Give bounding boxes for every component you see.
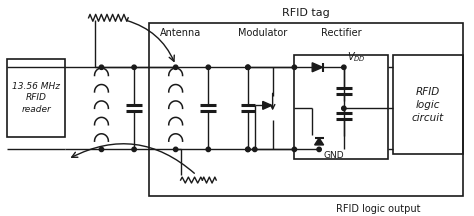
Circle shape	[292, 65, 297, 70]
Circle shape	[342, 65, 346, 70]
Text: Modulator: Modulator	[238, 28, 287, 38]
Circle shape	[246, 147, 250, 152]
Circle shape	[99, 147, 104, 152]
Circle shape	[246, 65, 250, 70]
Text: $V_{DD}$: $V_{DD}$	[347, 51, 365, 64]
Text: Rectifier: Rectifier	[321, 28, 362, 38]
Text: Antenna: Antenna	[160, 28, 201, 38]
Circle shape	[173, 147, 178, 152]
Circle shape	[246, 65, 250, 70]
Text: RFID
logic
circuit: RFID logic circuit	[412, 87, 444, 123]
Circle shape	[253, 147, 257, 152]
Circle shape	[173, 65, 178, 70]
Text: RFID tag: RFID tag	[282, 8, 329, 18]
Polygon shape	[315, 138, 324, 145]
Circle shape	[317, 147, 321, 152]
Bar	[8, 59, 65, 137]
Polygon shape	[312, 63, 323, 72]
Circle shape	[342, 106, 346, 111]
Circle shape	[246, 147, 250, 152]
Polygon shape	[263, 101, 272, 109]
Text: RFID logic output: RFID logic output	[336, 204, 421, 214]
Circle shape	[132, 147, 137, 152]
Bar	[149, 23, 463, 196]
Circle shape	[292, 147, 297, 152]
Circle shape	[206, 65, 210, 70]
Bar	[294, 55, 388, 159]
Circle shape	[132, 65, 137, 70]
Text: GND: GND	[323, 151, 344, 160]
Text: 13.56 MHz
RFID
reader: 13.56 MHz RFID reader	[12, 82, 60, 114]
Circle shape	[99, 65, 104, 70]
Bar	[393, 55, 463, 154]
Circle shape	[206, 147, 210, 152]
